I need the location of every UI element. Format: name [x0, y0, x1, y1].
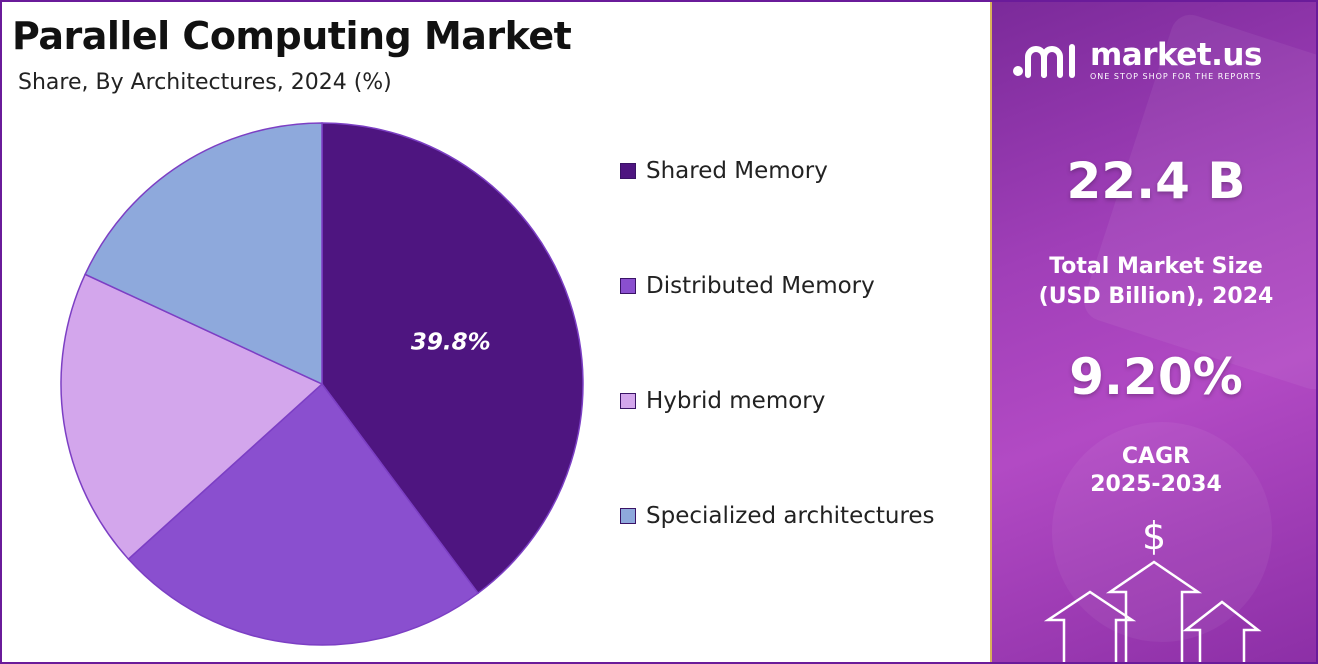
pie-slice-hybrid-memory — [60, 273, 324, 561]
chart-legend: Shared Memory Distributed Memory Hybrid … — [620, 152, 980, 612]
pie-slice-shared-memory — [321, 122, 584, 595]
legend-swatch — [620, 393, 636, 409]
market-size-label: Total Market Size — [1049, 254, 1263, 279]
cagr-value: 9.20% — [1069, 348, 1243, 406]
market-size-unit-label: (USD Billion), 2024 — [1038, 284, 1274, 309]
legend-label: Hybrid memory — [646, 388, 826, 414]
legend-swatch — [620, 508, 636, 524]
legend-item-distributed-memory: Distributed Memory — [620, 267, 980, 305]
legend-item-specialized-architectures: Specialized architectures — [620, 497, 980, 535]
growth-arrows-icon — [1043, 560, 1262, 662]
background-decoration — [1052, 422, 1272, 642]
cagr-label: CAGR — [1121, 444, 1191, 469]
market-us-logo-icon — [1013, 43, 1075, 78]
chart-subtitle: Share, By Architectures, 2024 (%) — [18, 70, 392, 95]
chart-title: Parallel Computing Market — [12, 14, 572, 58]
brand-tagline: ONE STOP SHOP FOR THE REPORTS — [1090, 72, 1262, 81]
chart-panel: Parallel Computing Market Share, By Arch… — [2, 2, 988, 662]
pie-data-label: 39.8% — [411, 329, 491, 355]
legend-label: Distributed Memory — [646, 273, 875, 299]
pie-chart: 39.8% — [60, 122, 584, 646]
brand-name: market.us — [1090, 37, 1262, 73]
legend-swatch — [620, 163, 636, 179]
legend-label: Specialized architectures — [646, 503, 935, 529]
pie-slice-distributed-memory — [127, 382, 480, 646]
cagr-period: 2025-2034 — [1090, 472, 1222, 497]
pie-slice-specialized-architectures — [84, 122, 323, 386]
brand-logo: market.us ONE STOP SHOP FOR THE REPORTS — [1012, 40, 1262, 81]
stats-sidebar: market.us ONE STOP SHOP FOR THE REPORTS … — [990, 2, 1316, 662]
legend-item-hybrid-memory: Hybrid memory — [620, 382, 980, 420]
legend-swatch — [620, 278, 636, 294]
legend-item-shared-memory: Shared Memory — [620, 152, 980, 190]
market-size-value: 22.4 B — [1066, 152, 1246, 210]
dollar-icon: $ — [1142, 514, 1167, 558]
legend-label: Shared Memory — [646, 158, 828, 184]
